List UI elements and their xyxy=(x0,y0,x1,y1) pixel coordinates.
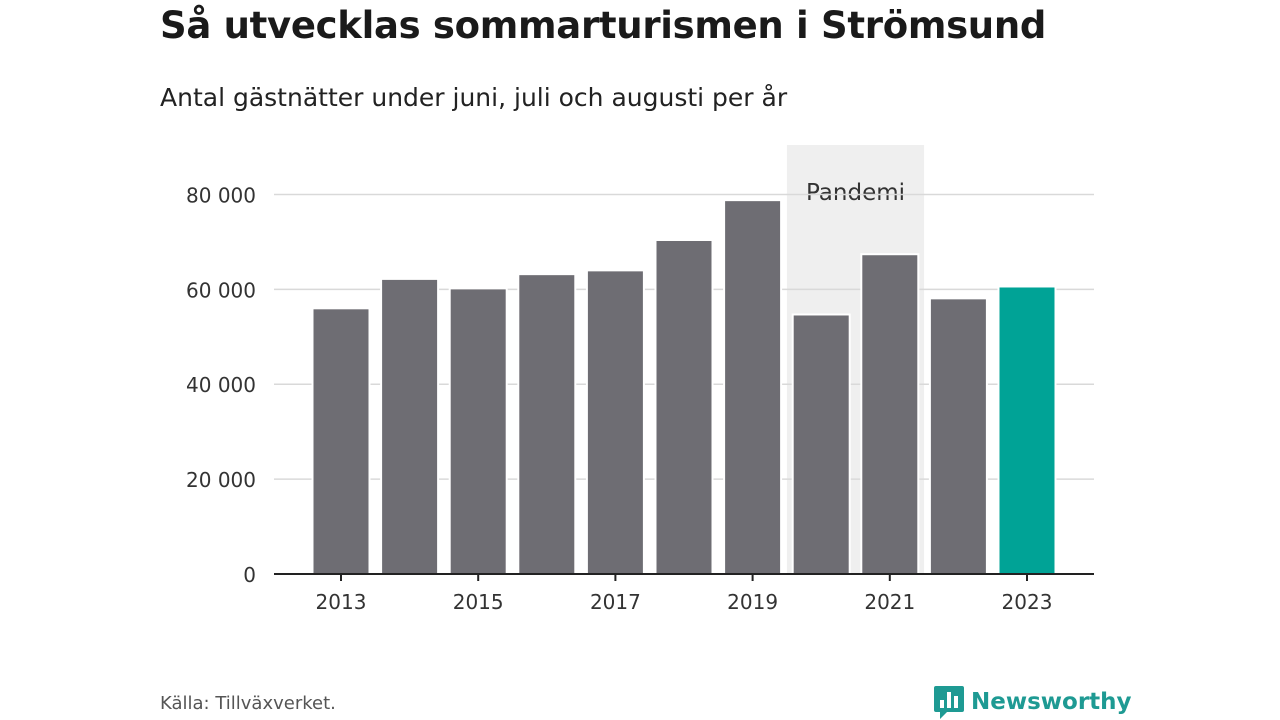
y-tick-label: 40 000 xyxy=(186,373,256,397)
x-tick-label: 2021 xyxy=(864,590,915,614)
bar-2017 xyxy=(585,269,645,575)
chart-subtitle: Antal gästnätter under juni, juli och au… xyxy=(160,83,788,112)
x-tick-label: 2017 xyxy=(590,590,641,614)
bar-chart: Pandemi 0 20 000 40 000 60 000 80 000 2013 201… xyxy=(186,145,1094,614)
x-tick-label: 2013 xyxy=(316,590,367,614)
bar-chart-speech-icon xyxy=(934,686,964,719)
bar-2018 xyxy=(654,238,714,575)
brand-logo: Newsworthy xyxy=(933,684,1132,720)
bar-2022 xyxy=(928,297,988,575)
bar-2013 xyxy=(311,307,371,575)
bar-2020 xyxy=(791,313,851,575)
bar-2023 xyxy=(997,285,1057,575)
y-tick-label: 20 000 xyxy=(186,468,256,492)
x-tick-label: 2019 xyxy=(727,590,778,614)
chart-title: Så utvecklas sommarturismen i Strömsund xyxy=(160,4,1047,47)
y-tick-label: 0 xyxy=(243,563,256,587)
x-tick-label: 2023 xyxy=(1002,590,1053,614)
y-tick-label: 60 000 xyxy=(186,278,256,302)
y-tick-label: 80 000 xyxy=(186,183,256,207)
bar-2015 xyxy=(448,287,508,575)
bar-2016 xyxy=(517,273,577,575)
bar-2019 xyxy=(723,199,783,575)
x-tick-label: 2015 xyxy=(453,590,504,614)
annotation-label: Pandemi xyxy=(806,180,905,206)
source-note: Källa: Tillväxverket. xyxy=(160,693,336,714)
brand-name: Newsworthy xyxy=(971,689,1132,715)
bar-2021 xyxy=(860,253,920,575)
bar-2014 xyxy=(380,277,440,575)
